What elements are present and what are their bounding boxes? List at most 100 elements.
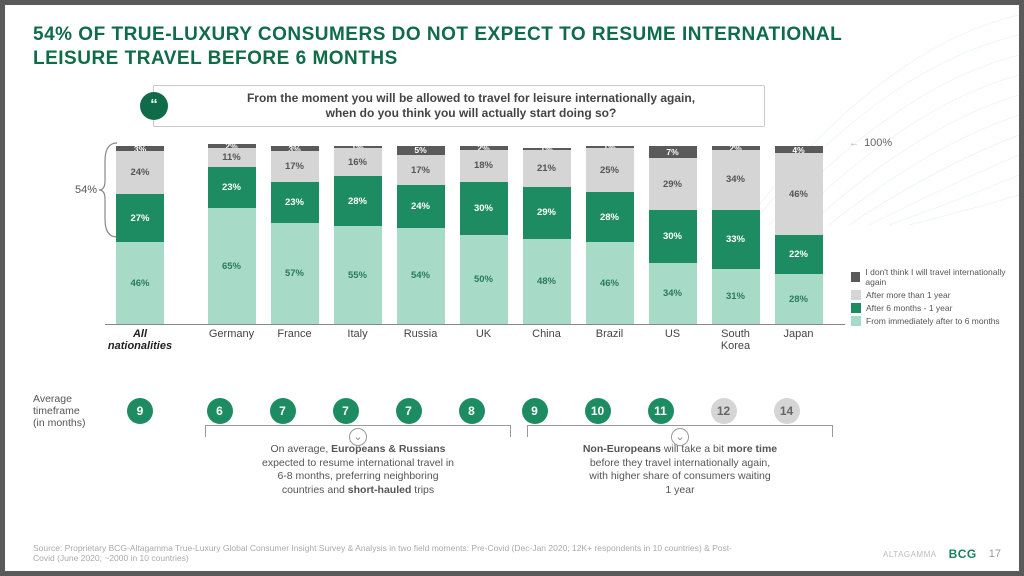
category-label: Brazil [575,328,645,340]
avg-label: Average timeframe (in months) [33,393,105,429]
bar-segment: 29% [649,158,697,210]
footer-logos: ALTAGAMMA BCG 17 [883,547,1001,561]
hundred-pct-marker: 100% [849,137,892,149]
avg-circle: 7 [270,398,296,424]
bar-segment: 54% [397,228,445,324]
avg-circle: 11 [648,398,674,424]
category-label: SouthKorea [701,328,771,352]
bar-segment: 46% [586,242,634,324]
question-line2: when do you think you will actually star… [326,106,617,120]
stacked-bar: 3%24%27%46% [116,146,164,324]
avg-circle: 7 [333,398,359,424]
bar-segment: 11% [208,148,256,168]
avg-circle: 6 [207,398,233,424]
bar-segment: 23% [208,167,256,208]
bar-segment: 57% [271,223,319,324]
annotation-non-europeans: ⌄ Non-Europeans will take a bit more tim… [521,425,839,498]
bar-segment: 23% [271,182,319,223]
page-number: 17 [989,548,1001,560]
quote-icon: “ [140,92,168,120]
stacked-bar-chart: 3%24%27%46%Allnationalities2%11%23%65%Ge… [105,135,845,357]
category-label: Russia [386,328,456,340]
bar-segment: 28% [586,192,634,242]
bar-column: 1%21%29%48%China [518,135,575,324]
stacked-bar: 1%25%28%46% [586,146,634,324]
category-label: US [638,328,708,340]
bar-segment: 46% [116,242,164,324]
bar-segment: 18% [460,150,508,182]
legend-text: After 6 months - 1 year [866,303,952,313]
bar-segment: 28% [334,176,382,226]
stacked-bar: 2%34%33%31% [712,146,760,324]
category-label: France [260,328,330,340]
legend-text: From immediately after to 6 months [866,316,1000,326]
stacked-bar: 1%16%28%55% [334,146,382,324]
bar-segment: 25% [586,148,634,193]
source-footnote: Source: Proprietary BCG-Altagamma True-L… [33,543,753,563]
stacked-bar: 4%46%22%28% [775,146,823,324]
avg-circle: 7 [396,398,422,424]
bar-segment: 46% [775,153,823,235]
stacked-bar: 7%29%30%34% [649,146,697,324]
category-label: Germany [197,328,267,340]
avg-circle: 14 [774,398,800,424]
bar-segment: 17% [397,155,445,185]
stacked-bar: 5%17%24%54% [397,146,445,324]
bar-segment: 4% [775,146,823,153]
bar-segment: 24% [116,151,164,194]
stacked-bar: 1%21%29%48% [523,148,571,324]
bar-column: 3%24%27%46%Allnationalities [105,135,175,324]
category-label: UK [449,328,519,340]
bar-segment: 16% [334,148,382,176]
bar-segment: 5% [397,146,445,155]
slide-title: 54% OF TRUE-LUXURY CONSUMERS DO NOT EXPE… [5,5,1019,75]
annotation-row: ⌄ On average, Europeans & Russiansexpect… [199,425,839,498]
bar-segment: 27% [116,194,164,242]
bar-segment: 31% [712,269,760,324]
bar-segment: 17% [271,151,319,181]
legend-swatch [851,303,861,313]
legend-item: After 6 months - 1 year [851,303,1019,313]
category-label: Allnationalities [105,328,175,352]
legend-text: I don't think I will travel internationa… [865,267,1019,287]
bar-column: 4%46%22%28%Japan [770,135,827,324]
legend-swatch [851,272,860,282]
bar-column: 7%29%30%34%US [644,135,701,324]
bar-segment: 30% [460,182,508,235]
title-line2: LEISURE TRAVEL BEFORE 6 MONTHS [33,48,398,69]
annotation-europeans: ⌄ On average, Europeans & Russiansexpect… [199,425,517,498]
bar-column: 5%17%24%54%Russia [392,135,449,324]
bar-column: 2%11%23%65%Germany [203,135,260,324]
stacked-bar: 3%17%23%57% [271,146,319,324]
bar-segment: 48% [523,239,571,324]
survey-question-box: “ From the moment you will be allowed to… [153,85,765,127]
bar-segment: 55% [334,226,382,324]
category-label: Japan [764,328,834,340]
bar-column: 2%34%33%31%SouthKorea [707,135,764,324]
bar-column: 1%25%28%46%Brazil [581,135,638,324]
bar-segment: 34% [712,150,760,211]
bar-segment: 22% [775,235,823,274]
average-timeframe-row: Average timeframe (in months) 9677789101… [33,393,815,429]
bar-column: 2%18%30%50%UK [455,135,512,324]
bar-segment: 65% [208,208,256,324]
chevron-down-icon: ⌄ [671,428,689,446]
legend-item: After more than 1 year [851,290,1019,300]
question-line1: From the moment you will be allowed to t… [247,91,695,105]
category-label: China [512,328,582,340]
legend-item: I don't think I will travel internationa… [851,267,1019,287]
title-line1: 54% OF TRUE-LUXURY CONSUMERS DO NOT EXPE… [33,24,842,45]
legend-swatch [851,290,861,300]
avg-circle: 10 [585,398,611,424]
legend-item: From immediately after to 6 months [851,316,1019,326]
bar-segment: 24% [397,185,445,228]
avg-circle: 9 [522,398,548,424]
bar-segment: 28% [775,274,823,324]
stacked-bar: 2%11%23%65% [208,144,256,324]
bcg-logo: BCG [949,547,977,561]
bar-segment: 29% [523,187,571,239]
bar-segment: 33% [712,210,760,269]
bar-segment: 30% [649,210,697,263]
chevron-down-icon: ⌄ [349,428,367,446]
legend-swatch [851,316,861,326]
